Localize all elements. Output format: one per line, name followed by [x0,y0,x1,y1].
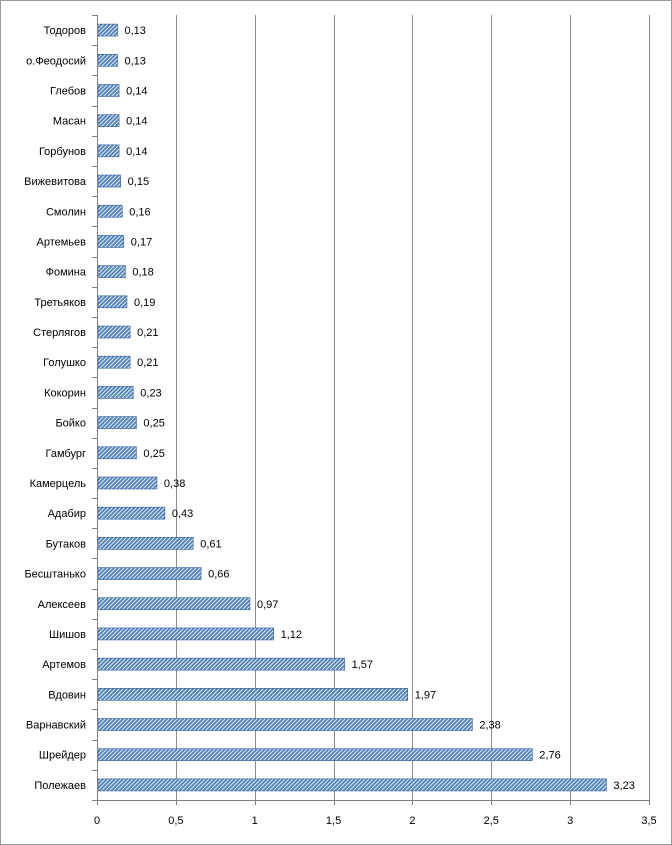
category-label: Шрейдер [39,750,86,762]
data-label: 0,15 [128,176,149,188]
gridlines [176,15,650,800]
category-label: Смолин [46,206,86,218]
bar [97,53,118,67]
category-label: Бесштанько [24,569,86,581]
x-tick-label: 3 [567,815,573,827]
category-label: Гамбург [46,448,86,460]
category-label: Голушко [43,357,86,369]
data-label: 0,66 [208,569,229,581]
data-label: 2,38 [479,720,500,732]
bar [97,506,166,520]
category-label: Варнавский [26,720,86,732]
value-labels: 0,13 0,13 0,14 0,14 0,14 0,15 0,16 0,17 0,18 0,19… [125,25,635,792]
bar [97,688,408,701]
bars [97,23,607,792]
x-tick-label: 1 [252,815,258,827]
x-tick-label: 1,5 [326,815,341,827]
category-label: Тодоров [44,25,87,37]
category-label: Кокорин [44,387,86,399]
category-label: Шишов [49,629,86,641]
bar [97,718,473,731]
data-label: 0,13 [125,55,146,67]
bar [97,778,607,792]
category-label: Алексеев [38,599,87,611]
data-label: 0,21 [137,327,158,339]
bar [97,144,120,158]
category-label: Стерлягов [33,327,86,339]
data-label: 0,38 [164,478,185,490]
data-label: 0,23 [140,387,161,399]
bar [97,295,128,309]
data-label: 3,23 [613,780,634,792]
data-label: 0,14 [126,146,147,158]
category-label: Вижевитова [24,176,87,188]
category-label: Фомина [46,267,87,279]
x-tick-label: 0 [94,815,100,827]
category-label: Артемьев [37,236,87,248]
bar [97,23,118,37]
bar [97,537,194,550]
x-tick-label: 3,5 [641,815,656,827]
category-label: Камерцель [30,478,87,490]
bar [97,446,137,460]
x-tick-label: 2,5 [484,815,499,827]
data-label: 0,97 [257,599,278,611]
category-labels: Тодоров о.Феодосий Глебов Масан Горбунов Виже… [24,25,87,792]
category-label: Масан [53,116,86,128]
data-label: 1,57 [352,659,373,671]
category-label: Горбунов [39,146,86,158]
data-label: 0,21 [137,357,158,369]
bar [97,657,345,671]
bar [97,627,274,641]
data-label: 0,16 [129,206,150,218]
data-label: 0,19 [134,297,155,309]
data-label: 0,25 [143,418,164,430]
x-tick-label: 0,5 [168,815,183,827]
category-label: Бойко [55,418,86,430]
bar [97,325,131,339]
x-tick-labels: 0 0,5 1 1,5 2 2,5 3 3,5 [94,815,657,827]
data-label: 0,61 [200,538,221,550]
axes [92,15,650,805]
data-label: 1,97 [415,689,436,701]
bar [97,416,137,429]
data-label: 0,13 [125,25,146,37]
bar [97,265,126,278]
category-label: Артемов [42,659,86,671]
data-label: 0,17 [131,236,152,248]
category-label: Полежаев [34,780,86,792]
bar [97,235,125,248]
category-label: о.Феодосий [26,55,86,67]
data-label: 0,14 [126,116,147,128]
bar [97,476,158,490]
x-tick-label: 2 [409,815,415,827]
data-label: 0,14 [126,85,147,97]
bar [97,567,202,580]
data-label: 0,43 [172,508,193,520]
bar [97,174,121,188]
category-label: Глебов [50,85,86,97]
bar [97,114,120,127]
category-label: Адабир [48,508,86,520]
bar [97,84,120,97]
data-label: 2,76 [539,750,560,762]
data-label: 0,18 [132,267,153,279]
bar [97,597,251,611]
data-label: 0,25 [143,448,164,460]
bar [97,748,533,762]
category-label: Вдовин [48,689,86,701]
category-label: Бутаков [46,538,87,550]
bar [97,386,134,399]
category-label: Третьяков [34,297,86,309]
data-label: 1,12 [281,629,302,641]
bar [97,355,131,369]
bar [97,204,123,218]
